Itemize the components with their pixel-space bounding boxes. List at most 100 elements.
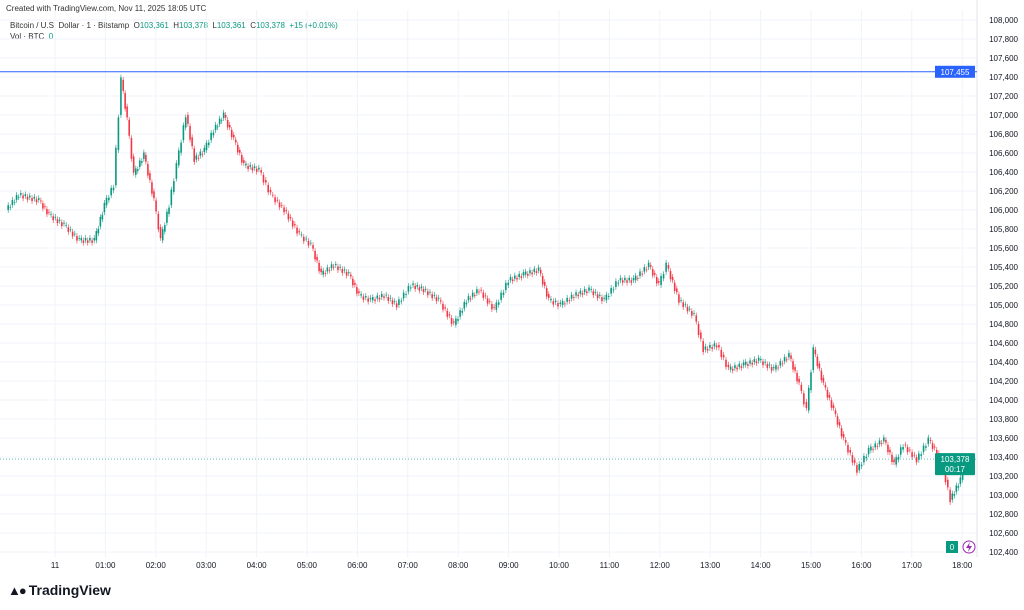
candle-body (838, 422, 841, 426)
candle-body (155, 200, 157, 212)
volume-label[interactable]: Vol · BTC (10, 32, 45, 41)
candle-body (132, 156, 135, 173)
candle-body (870, 446, 872, 451)
candle-body (637, 278, 639, 279)
candle-body (433, 294, 436, 296)
candle-body (822, 377, 825, 383)
volume-value: 0 (48, 32, 54, 41)
candle-body (407, 286, 410, 292)
candle-body (218, 118, 221, 125)
candle-body (700, 332, 702, 339)
candle-body (766, 364, 769, 368)
price-axis[interactable]: 102,400 102,600 102,800 103,000 103,200 103,4… (989, 16, 1018, 557)
candle-body (414, 285, 416, 290)
y-tick-label: 103,000 (989, 491, 1018, 500)
candle-body (444, 307, 446, 309)
candle-body (365, 295, 367, 298)
candle-body (226, 119, 229, 128)
candle-body (7, 205, 9, 210)
candle-body (42, 203, 44, 209)
candle-body (867, 447, 870, 455)
candle-body (429, 291, 431, 293)
candle-body (352, 278, 354, 286)
x-tick-label: 17:00 (902, 561, 923, 570)
candle-body (320, 268, 322, 273)
x-tick-label: 11:00 (600, 561, 620, 570)
countdown-label: 00:17 (945, 465, 966, 474)
candle-body (67, 227, 70, 232)
candle-body (842, 434, 845, 438)
x-tick-label: 15:00 (801, 561, 822, 570)
candle-body (262, 175, 265, 183)
candle-body (626, 280, 628, 283)
candle-body (89, 238, 91, 241)
candle-body (203, 147, 206, 153)
candle-body (688, 308, 691, 310)
x-tick-label: 03:00 (196, 561, 217, 570)
candle-body (471, 292, 474, 297)
y-tick-label: 102,400 (989, 548, 1018, 557)
candle-body (108, 197, 110, 201)
candle-body (709, 344, 711, 349)
candle-body (760, 359, 762, 361)
candle-body (117, 117, 120, 151)
candle-body (465, 302, 468, 305)
candle-body (17, 197, 20, 198)
time-axis[interactable]: 11 01:00 02:00 03:00 04:00 05:00 06:00 07:00 08:… (51, 561, 973, 570)
candle-body (442, 303, 444, 310)
candle-body (431, 294, 433, 299)
candle-body (312, 245, 314, 249)
y-tick-label: 107,400 (989, 73, 1018, 82)
candle-body (922, 445, 925, 452)
y-tick-label: 104,400 (989, 358, 1018, 367)
candle-body (913, 454, 916, 456)
candle-body (931, 443, 934, 449)
candle-body (676, 288, 678, 293)
candle-body (339, 266, 341, 268)
candle-body (514, 275, 516, 279)
candle-body (788, 352, 790, 358)
candle-body (824, 384, 827, 388)
horizontal-line-label: 107,455 (941, 68, 970, 77)
candle-body (26, 196, 29, 200)
y-tick-label: 103,800 (989, 415, 1018, 424)
candle-body (56, 219, 59, 224)
candle-body (128, 119, 130, 136)
candle-body (798, 378, 800, 383)
open-value: 103,361 (139, 21, 169, 30)
candle-body (278, 202, 281, 208)
candle-body (511, 279, 514, 282)
candle-body (294, 224, 296, 226)
candle-body (800, 384, 803, 391)
candle-body (412, 283, 414, 286)
candle-body (180, 142, 182, 153)
candle-body (858, 463, 861, 471)
candle-body (834, 410, 837, 414)
candle-body (601, 297, 603, 302)
candle-body (844, 439, 847, 443)
candle-body (559, 302, 562, 305)
chart-legend: Bitcoin / U.S. Dollar · 1 · Bitstamp O10… (10, 20, 338, 42)
candle-body (452, 321, 455, 323)
candle-body (628, 277, 630, 281)
candle-body (702, 341, 704, 353)
candle-body (863, 455, 865, 463)
candle-body (547, 294, 550, 298)
close-value: 103,378 (255, 21, 285, 30)
candle-body (316, 256, 318, 261)
logo-text: TradingView (28, 582, 111, 598)
candle-body (832, 405, 835, 409)
x-tick-label: 07:00 (398, 561, 419, 570)
symbol-name[interactable]: Bitcoin / U.S. Dollar · 1 · Bitstamp (10, 21, 130, 30)
tradingview-logo[interactable]: ▲● TradingView (8, 582, 111, 598)
candle-body (484, 295, 487, 297)
candle-body (300, 234, 303, 236)
candle-body (13, 202, 16, 204)
candle-body (792, 361, 794, 370)
candle-body (337, 266, 339, 271)
candle-body (193, 148, 196, 163)
candle-body (182, 125, 185, 141)
y-tick-label: 105,000 (989, 301, 1018, 310)
candle-body (341, 269, 344, 273)
